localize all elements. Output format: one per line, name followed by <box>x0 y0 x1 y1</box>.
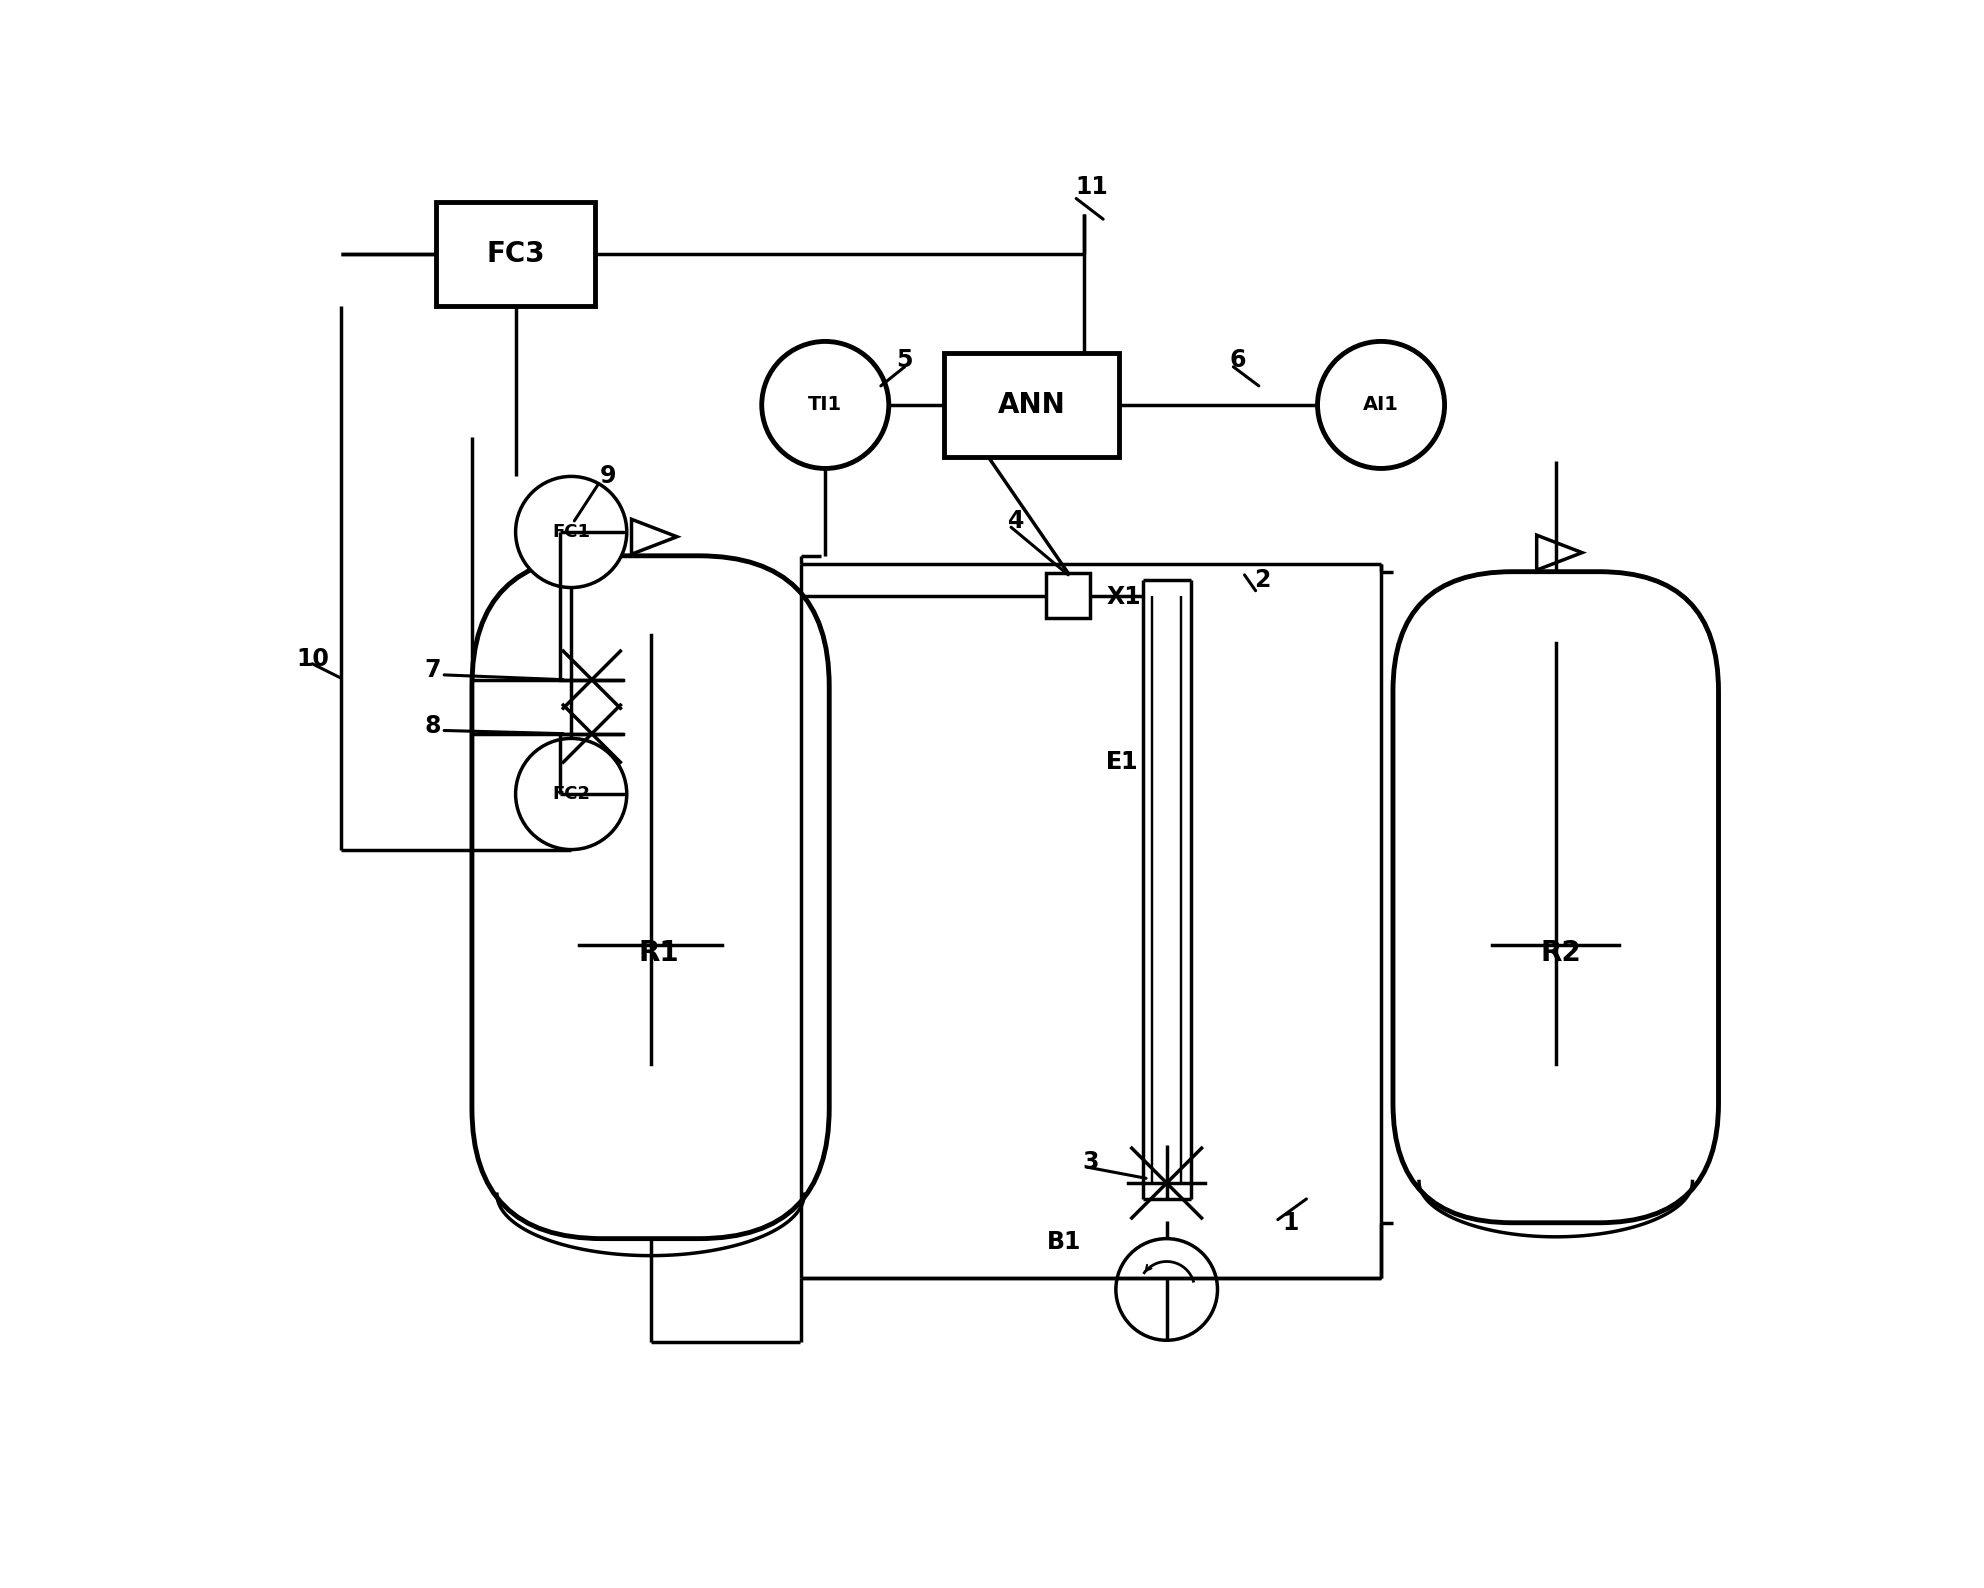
FancyBboxPatch shape <box>436 203 595 305</box>
Circle shape <box>516 476 627 588</box>
Text: R1: R1 <box>639 939 679 967</box>
Text: 8: 8 <box>425 713 440 738</box>
Text: 11: 11 <box>1075 175 1109 200</box>
Text: E1: E1 <box>1107 750 1139 775</box>
FancyBboxPatch shape <box>944 353 1119 457</box>
FancyBboxPatch shape <box>472 556 829 1239</box>
Text: 7: 7 <box>425 657 440 683</box>
Circle shape <box>762 341 889 468</box>
Text: B1: B1 <box>1046 1229 1081 1255</box>
Text: TI1: TI1 <box>807 395 843 414</box>
Text: 9: 9 <box>599 464 615 489</box>
Text: AI1: AI1 <box>1363 395 1399 414</box>
Text: FC2: FC2 <box>552 784 589 804</box>
Text: ANN: ANN <box>998 391 1065 419</box>
Text: 4: 4 <box>1008 508 1024 534</box>
Text: R2: R2 <box>1540 939 1581 967</box>
Text: FC3: FC3 <box>486 240 546 268</box>
FancyBboxPatch shape <box>1046 573 1091 618</box>
Polygon shape <box>631 519 677 554</box>
Text: 6: 6 <box>1230 348 1246 373</box>
Circle shape <box>1115 1239 1218 1340</box>
Text: 3: 3 <box>1081 1150 1099 1175</box>
Text: 2: 2 <box>1254 567 1270 592</box>
Text: 1: 1 <box>1282 1210 1300 1235</box>
Text: X1: X1 <box>1107 584 1141 610</box>
Circle shape <box>1317 341 1444 468</box>
Text: 10: 10 <box>296 646 329 672</box>
FancyBboxPatch shape <box>1393 572 1718 1223</box>
Text: 5: 5 <box>897 348 913 373</box>
Text: E1: E1 <box>1107 750 1139 775</box>
Polygon shape <box>1538 535 1581 570</box>
Circle shape <box>516 738 627 850</box>
Text: FC1: FC1 <box>552 522 589 542</box>
